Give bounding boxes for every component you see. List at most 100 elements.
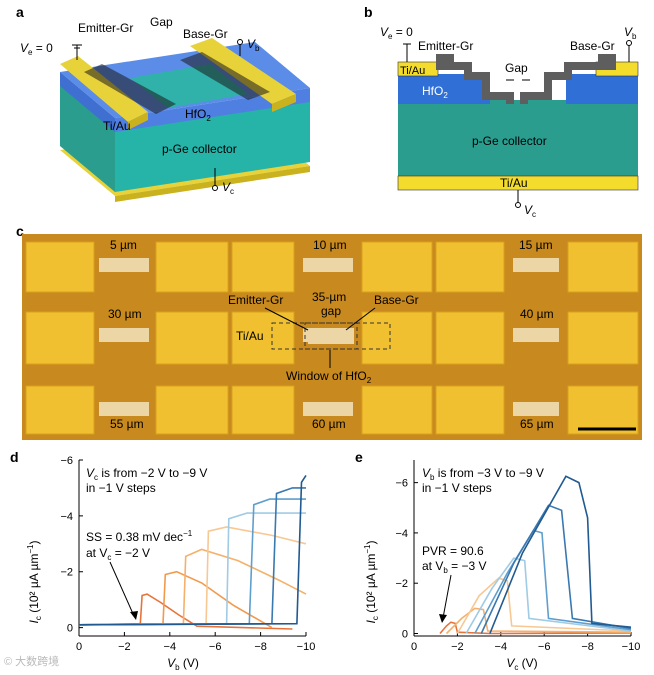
ve-label: Ve = 0 <box>20 41 53 57</box>
y-tick-label: −6 <box>60 455 73 467</box>
x-tick-label: −6 <box>209 641 222 653</box>
d-ylabel: Ic (10² µA µm−1) <box>26 541 43 624</box>
base-pointer <box>345 307 376 331</box>
base-pad <box>190 38 296 104</box>
x-tick-label: 0 <box>411 641 417 653</box>
e-ylabel: Ic (10² µA µm−1) <box>363 541 380 624</box>
tiau-pad <box>231 385 295 435</box>
panel-e-letter: e <box>355 449 363 465</box>
window-hfo2-label: Window of HfO2 <box>286 369 372 385</box>
graphene-strip <box>303 258 353 272</box>
tiau-pad <box>25 311 95 365</box>
panel-e-chart: e Vb is from −3 V to −9 V in −1 V steps … <box>355 449 641 672</box>
tiau-pad <box>361 311 433 365</box>
vb-terminal-b <box>626 40 632 46</box>
panel-b-cross-section: b Ve = 0 Emitter-Gr Base-Gr Vb Ti/Au Gap… <box>364 4 639 219</box>
emitter-pad <box>60 56 148 122</box>
ss-arrowhead <box>130 611 138 620</box>
series-line-5 <box>474 529 632 634</box>
e-xlabel: Vc (V) <box>506 656 537 672</box>
e-note-line2: in −1 V steps <box>422 481 492 495</box>
d-note-line1: Vc is from −2 V to −9 V <box>86 466 207 482</box>
vc-label-b: Vc <box>524 203 536 219</box>
tiau-pad <box>567 311 639 365</box>
x-tick-label: −8 <box>581 641 594 653</box>
y-tick-label: −4 <box>395 528 408 540</box>
panel-d-letter: d <box>10 449 19 465</box>
y-tick-label: 0 <box>67 623 73 635</box>
base-gr-label-b: Base-Gr <box>570 39 615 53</box>
emitter-pointer <box>264 307 309 331</box>
x-tick-label: −2 <box>451 641 464 653</box>
hfo2-right <box>566 74 638 104</box>
tiau-pad <box>435 241 505 293</box>
x-tick-label: −4 <box>164 641 177 653</box>
base-gr-label-c: Base-Gr <box>374 293 419 307</box>
base-graphene-cross <box>520 54 616 104</box>
series-line-4 <box>465 557 632 634</box>
emitter-gr-label-b: Emitter-Gr <box>418 39 473 53</box>
gap-5um: 5 µm <box>110 238 137 252</box>
emitter-graphene <box>84 64 176 114</box>
bottom-plate-front <box>115 166 310 202</box>
tiau-pad <box>567 385 639 435</box>
vb-label-b: Vb <box>624 25 637 41</box>
center-graphene-strip <box>308 328 354 344</box>
y-tick-label: −4 <box>60 511 73 523</box>
tiau-pad <box>155 311 229 365</box>
tiau-label-c: Ti/Au <box>236 329 264 343</box>
gap-65um: 65 µm <box>520 417 554 431</box>
emitter-graphene-cross <box>436 54 514 104</box>
x-tick-label: −10 <box>622 641 641 653</box>
series-line-6 <box>480 504 632 634</box>
y-tick-label: −2 <box>60 567 73 579</box>
vb-label: Vb <box>247 37 260 53</box>
vc-terminal <box>212 185 218 191</box>
tiau-pad <box>155 385 229 435</box>
d-ss-line1: SS = 0.38 mV dec−1 <box>86 529 193 544</box>
pvr-arrowhead <box>439 614 447 623</box>
gap-60um: 60 µm <box>312 417 346 431</box>
e-note-line1: Vb is from −3 V to −9 V <box>422 466 544 482</box>
x-tick-label: −4 <box>495 641 508 653</box>
panel-c-letter: c <box>16 223 24 239</box>
gap-label-b: Gap <box>505 61 528 75</box>
x-tick-label: −10 <box>297 641 316 653</box>
y-tick-label: −6 <box>395 478 408 490</box>
panel-a-schematic: a Ve = 0 Emitter-Gr Gap Base-Gr Vb HfO2 … <box>16 4 310 202</box>
emitter-gr-label: Emitter-Gr <box>78 21 133 35</box>
x-tick-label: 0 <box>76 641 82 653</box>
panel-a-letter: a <box>16 4 24 20</box>
hfo2-label: HfO2 <box>185 107 211 123</box>
gap-15um: 15 µm <box>519 238 553 252</box>
panel-c-micrograph: c 5 µm 10 µm 15 µm 30 µm 40 µm 55 µm 60 … <box>16 223 642 440</box>
e-pvr-line1: PVR = 90.6 <box>422 544 484 558</box>
emitter-gr-label-c: Emitter-Gr <box>228 293 283 307</box>
collector-block-front <box>60 82 115 192</box>
base-graphene <box>180 52 270 100</box>
hfo2-label-b: HfO2 <box>422 84 448 100</box>
e-pvr-line2: at Vb = −3 V <box>422 559 487 575</box>
pvr-arrow <box>442 574 452 619</box>
panel-d-chart: d Vc is from −2 V to −9 V in −1 V steps … <box>10 449 316 672</box>
ss-arrow <box>109 561 135 617</box>
pad-grid <box>25 241 639 435</box>
series-line-7 <box>489 475 632 634</box>
emitter-pad-edge <box>128 112 148 130</box>
d-note-line2: in −1 V steps <box>86 481 156 495</box>
center-gap-label-1: 35-µm <box>312 290 346 304</box>
graphene-strip <box>99 402 149 416</box>
series-line-3 <box>456 577 632 634</box>
hfo2-side <box>115 88 310 132</box>
gap-10um: 10 µm <box>313 238 347 252</box>
base-pad-edge <box>272 94 296 112</box>
d-xlabel: Vb (V) <box>167 656 199 672</box>
gap-label: Gap <box>150 15 173 29</box>
graphene-strip <box>99 258 149 272</box>
series-line-2 <box>78 570 273 629</box>
tiau-pad <box>231 241 295 293</box>
graphene-strip <box>513 328 559 342</box>
ve-label-b: Ve = 0 <box>380 25 413 41</box>
tiau-label: Ti/Au <box>103 119 131 133</box>
bottom-tiau-label: Ti/Au <box>500 176 528 190</box>
